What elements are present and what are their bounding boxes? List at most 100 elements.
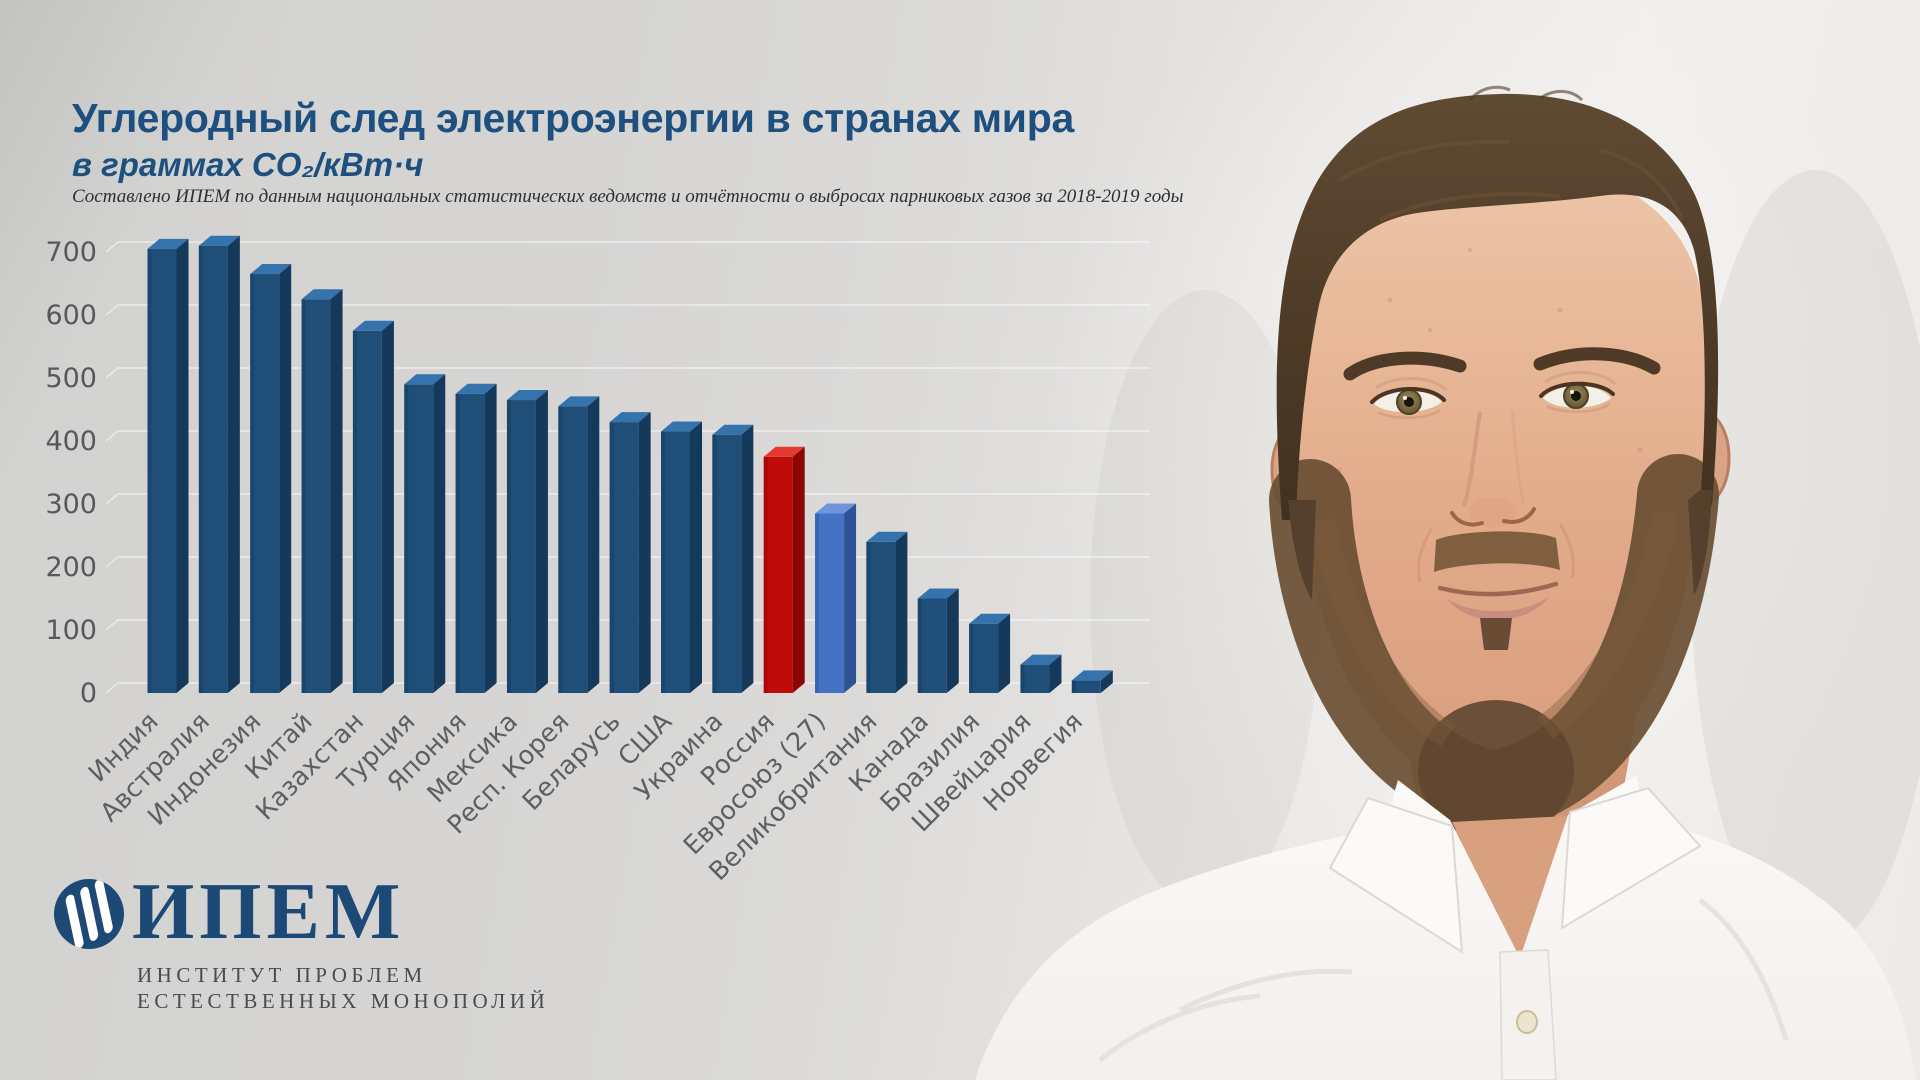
bar-top bbox=[917, 588, 959, 599]
bar-front bbox=[352, 330, 382, 693]
bar-top bbox=[712, 424, 754, 435]
bar-side bbox=[792, 446, 805, 693]
bar-top bbox=[198, 235, 240, 246]
gridline bbox=[105, 304, 1150, 316]
bar-side bbox=[433, 374, 446, 693]
bar-side bbox=[535, 390, 548, 693]
bar-top bbox=[558, 396, 600, 407]
bar-top bbox=[301, 289, 343, 300]
bar-top bbox=[404, 374, 446, 385]
bar-edge-shade bbox=[712, 434, 717, 693]
portrait-face bbox=[1299, 160, 1706, 799]
bar-edge-shade bbox=[866, 541, 871, 693]
bar-side bbox=[998, 613, 1011, 693]
portrait-nose bbox=[1417, 409, 1575, 583]
wall-shadows bbox=[1090, 170, 1920, 950]
y-tick-label: 0 bbox=[80, 678, 97, 709]
bar-front bbox=[969, 623, 999, 693]
bar-front bbox=[712, 434, 742, 693]
bar-edge-shade bbox=[455, 393, 460, 693]
bar-edge-shade bbox=[558, 406, 563, 693]
y-tick-label: 700 bbox=[45, 237, 97, 268]
gridline bbox=[105, 241, 1150, 253]
bar-side bbox=[1049, 654, 1062, 693]
bar-edge-shade bbox=[661, 431, 665, 693]
page-subtitle: в граммах CO₂/кВт·ч bbox=[72, 146, 424, 183]
bar-top bbox=[352, 320, 394, 331]
bar-front bbox=[147, 248, 177, 693]
bar-side bbox=[484, 383, 497, 693]
logo-caption-line1: ИНСТИТУТ ПРОБЛЕМ bbox=[137, 963, 427, 987]
bar-edge-shade bbox=[352, 330, 357, 693]
bar-side bbox=[381, 320, 394, 693]
bar-edge-shade bbox=[917, 598, 922, 693]
bar-edge-shade bbox=[198, 245, 203, 693]
bar-edge-shade bbox=[763, 456, 768, 693]
bar-front bbox=[866, 541, 896, 693]
bar-edge-shade bbox=[1020, 664, 1025, 693]
bar-top bbox=[250, 264, 292, 275]
bar-front bbox=[763, 456, 793, 693]
y-tick-label: 300 bbox=[45, 489, 97, 520]
bar-side bbox=[638, 412, 651, 693]
bar-side bbox=[741, 424, 754, 693]
bar-front bbox=[609, 422, 639, 693]
bar-front bbox=[661, 431, 690, 693]
logo-caption: ИНСТИТУТ ПРОБЛЕМ ЕСТЕСТВЕННЫХ МОНОПОЛИЙ bbox=[137, 962, 549, 1014]
bar-side bbox=[690, 421, 702, 693]
bar-edge-shade bbox=[815, 513, 820, 693]
bar-side bbox=[330, 289, 343, 693]
gridline bbox=[105, 430, 1150, 442]
bar-front bbox=[917, 598, 947, 693]
y-tick-label: 200 bbox=[45, 552, 97, 583]
bar-edge-shade bbox=[404, 384, 409, 693]
bar-top bbox=[147, 238, 189, 249]
source-note: Составлено ИПЕМ по данным национальных с… bbox=[72, 186, 1184, 207]
bar-edge-shade bbox=[506, 400, 511, 693]
bar-front bbox=[250, 274, 280, 693]
bar-edge-shade bbox=[969, 623, 974, 693]
bar-edge-shade bbox=[250, 274, 255, 693]
bar-top bbox=[969, 613, 1011, 624]
bar-front bbox=[1071, 680, 1101, 693]
bar-front bbox=[1020, 664, 1050, 693]
bar-side bbox=[946, 588, 959, 693]
page-title: Углеродный след электроэнергии в странах… bbox=[72, 95, 1074, 141]
y-tick-label: 400 bbox=[45, 426, 97, 457]
logo-caption-line2: ЕСТЕСТВЕННЫХ МОНОПОЛИЙ bbox=[137, 989, 550, 1013]
bar-front bbox=[455, 393, 485, 693]
bar-side bbox=[1100, 670, 1113, 693]
bar-side bbox=[227, 235, 240, 693]
bar-top bbox=[661, 421, 702, 432]
gridline bbox=[105, 682, 1150, 694]
logo-wave-icon bbox=[54, 879, 124, 949]
bar-side bbox=[895, 531, 908, 693]
shirt-button bbox=[1516, 1010, 1538, 1034]
bar-top bbox=[866, 531, 908, 542]
gridline bbox=[105, 619, 1150, 631]
bar-side bbox=[279, 264, 292, 693]
bar-top bbox=[455, 383, 497, 394]
bar-front bbox=[506, 400, 536, 693]
bar-top bbox=[609, 412, 651, 423]
gridline bbox=[105, 367, 1150, 379]
portrait-mouth bbox=[1434, 531, 1560, 650]
gridline bbox=[105, 556, 1150, 568]
portrait-shirt bbox=[975, 776, 1916, 1080]
bar-edge-shade bbox=[301, 299, 306, 693]
bar-side bbox=[176, 238, 189, 693]
bar-front bbox=[815, 513, 845, 693]
bar-edge-shade bbox=[147, 248, 152, 693]
gridline bbox=[105, 493, 1150, 505]
bar-top bbox=[763, 446, 805, 457]
bar-side bbox=[844, 503, 857, 693]
bar-side bbox=[587, 396, 600, 693]
bar-front bbox=[558, 406, 588, 693]
bar-front bbox=[404, 384, 434, 693]
y-tick-label: 600 bbox=[45, 300, 97, 331]
bar-front bbox=[198, 245, 228, 693]
logo-name: ИПЕМ bbox=[132, 868, 406, 956]
bar-top bbox=[1020, 654, 1062, 665]
